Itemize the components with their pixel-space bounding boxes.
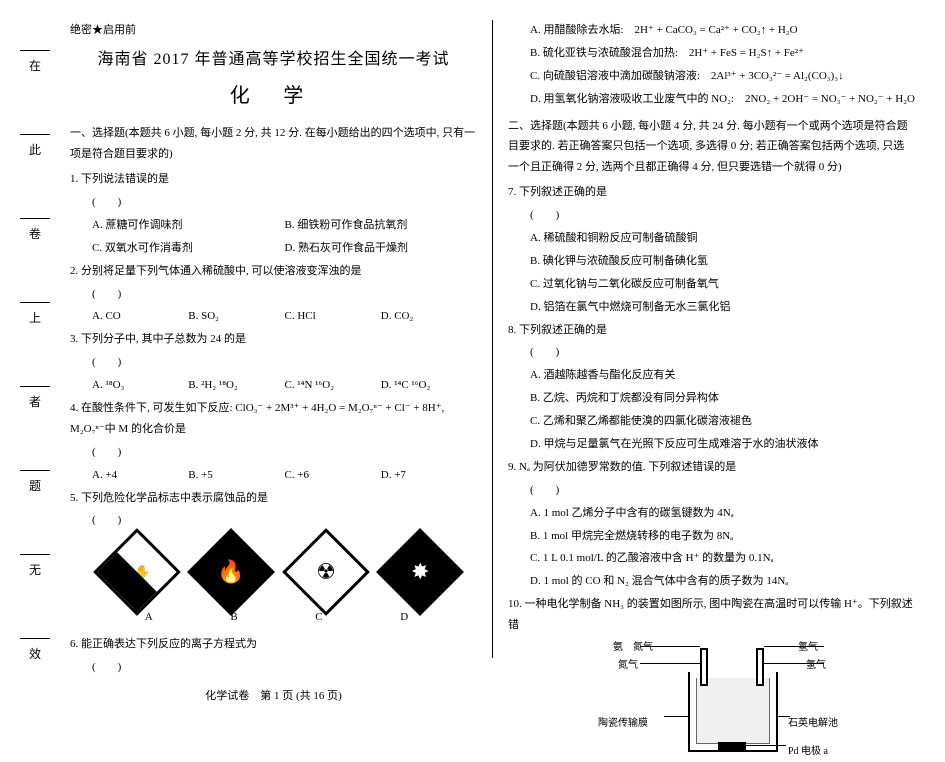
option: C. 1 L 0.1 mol/L 的乙酸溶液中含 H⁺ 的数量为 0.1Nₐ: [508, 548, 915, 569]
option: D. 甲烷与足量氯气在光照下反应可生成难溶于水的油状液体: [508, 434, 915, 455]
binding-char: 在: [29, 57, 41, 74]
option: B. 硫化亚铁与浓硫酸混合加热: 2H⁺ + FeS = H₂S↑ + Fe²⁺: [508, 43, 915, 64]
binding-char: 此: [29, 141, 41, 158]
option: D. CO₂: [381, 306, 477, 327]
diagram-label: 氮气: [618, 656, 638, 675]
answer-blank: ( ): [70, 352, 477, 373]
answer-blank: ( ): [508, 205, 915, 226]
question: 9. Nₐ 为阿伏加德罗常数的值. 下列叙述错误的是: [508, 457, 915, 478]
question: 7. 下列叙述正确的是: [508, 182, 915, 203]
options-row: A. 蔗糖可作调味剂 B. 细铁粉可作食品抗氧剂: [70, 215, 477, 236]
diagram-label: Pd 电极 a: [788, 742, 828, 761]
option-label: D: [400, 607, 408, 628]
subject-title: 化 学: [70, 77, 477, 115]
options-row: A. CO B. SO₂ C. HCl D. CO₂: [70, 306, 477, 327]
hazard-icon-explosive: ✸: [376, 528, 464, 616]
option: C. 双氧水可作消毒剂: [92, 238, 285, 259]
option: B. SO₂: [188, 306, 284, 327]
binding-char: 效: [29, 645, 41, 662]
hazard-icon-radioactive: ☢: [282, 528, 370, 616]
exam-sheet: 在 此 卷 上 者 题 无 效 绝密★启用前 海南省 2017 年普通高等学校招…: [0, 0, 945, 668]
answer-blank: ( ): [70, 192, 477, 213]
option: C. ¹⁴N ¹⁶O₂: [285, 375, 381, 396]
page-right: A. 用醋酸除去水垢: 2H⁺ + CaCO₃ = Ca²⁺ + CO₂↑ + …: [492, 20, 930, 658]
option: C. +6: [285, 465, 381, 486]
answer-blank: ( ): [70, 510, 477, 531]
diagram-label: 氢气: [798, 638, 818, 657]
option: A. 酒越陈越香与酯化反应有关: [508, 365, 915, 386]
question: 8. 下列叙述正确的是: [508, 320, 915, 341]
question: 1. 下列说法错误的是: [70, 169, 477, 190]
option: A. ¹⁸O₃: [92, 375, 188, 396]
option: A. 蔗糖可作调味剂: [92, 215, 285, 236]
option: B. 1 mol 甲烷完全燃烧转移的电子数为 8Nₐ: [508, 526, 915, 547]
option: D. 熟石灰可作食品干燥剂: [285, 238, 478, 259]
binding-char: 者: [29, 393, 41, 410]
option: B. 乙烷、丙烷和丁烷都没有同分异构体: [508, 388, 915, 409]
option: D. 铝箔在氯气中燃烧可制备无水三氯化铝: [508, 297, 915, 318]
page-left: 绝密★启用前 海南省 2017 年普通高等学校招生全国统一考试 化 学 一、选择…: [55, 20, 492, 658]
options-row: A. +4 B. +5 C. +6 D. +7: [70, 465, 477, 486]
diagram-label: 陶瓷传输膜: [598, 714, 648, 733]
option: D. 1 mol 的 CO 和 N₂ 混合气体中含有的质子数为 14Nₐ: [508, 571, 915, 592]
binding-char: 上: [29, 309, 41, 326]
question: 10. 一种电化学制备 NH₃ 的装置如图所示, 图中陶瓷在高温时可以传输 H⁺…: [508, 594, 915, 636]
binding-char: 无: [29, 561, 41, 578]
question: 5. 下列危险化学品标志中表示腐蚀品的是: [70, 488, 477, 509]
option: D. 用氢氧化钠溶液吸收工业废气中的 NO₂: 2NO₂ + 2OH⁻ = NO…: [508, 89, 915, 110]
hazard-icons-row: ⚗✋ 🔥 ☢ ✸: [70, 533, 477, 605]
question: 2. 分别将足量下列气体通入稀硫酸中, 可以使溶液变浑浊的是: [70, 261, 477, 282]
binding-margin: 在 此 卷 上 者 题 无 效: [15, 20, 55, 658]
question: 6. 能正确表达下列反应的离子方程式为: [70, 634, 477, 655]
secrecy-label: 绝密★启用前: [70, 20, 477, 41]
option: A. 稀硫酸和铜粉反应可制备硫酸铜: [508, 228, 915, 249]
option: C. 过氧化钠与二氧化碳反应可制备氧气: [508, 274, 915, 295]
page-footer: 化学试卷 第 1 页 (共 16 页): [70, 686, 477, 707]
answer-blank: ( ): [508, 342, 915, 363]
option: C. 乙烯和聚乙烯都能使溴的四氯化碳溶液褪色: [508, 411, 915, 432]
option: B. ²H₂ ¹⁸O₂: [188, 375, 284, 396]
option: B. 细铁粉可作食品抗氧剂: [285, 215, 478, 236]
binding-char: 卷: [29, 225, 41, 242]
options-row: A. ¹⁸O₃ B. ²H₂ ¹⁸O₂ C. ¹⁴N ¹⁶O₂ D. ¹⁴C ¹…: [70, 375, 477, 396]
exam-title: 海南省 2017 年普通高等学校招生全国统一考试: [70, 45, 477, 75]
option-label: A: [145, 607, 153, 628]
option: D. ¹⁴C ¹⁶O₂: [381, 375, 477, 396]
answer-blank: ( ): [70, 284, 477, 305]
option: A. 用醋酸除去水垢: 2H⁺ + CaCO₃ = Ca²⁺ + CO₂↑ + …: [508, 20, 915, 41]
binding-char: 题: [29, 477, 41, 494]
electrolysis-device-diagram: 氨 氮气 氢气 氮气 氢气 陶瓷传输膜 石英电解池 Pd 电极 a: [628, 642, 838, 762]
answer-blank: ( ): [70, 442, 477, 463]
option: B. +5: [188, 465, 284, 486]
option: D. +7: [381, 465, 477, 486]
section-heading: 二、选择题(本题共 6 小题, 每小题 4 分, 共 24 分. 每小题有一个或…: [508, 116, 915, 179]
option: A. CO: [92, 306, 188, 327]
hazard-icon-corrosive: ⚗✋: [93, 528, 181, 616]
option: C. 向硫酸铝溶液中滴加碳酸钠溶液: 2Al³⁺ + 3CO₃²⁻ = Al₂(…: [508, 66, 915, 87]
diagram-label: 氨 氮气: [613, 638, 653, 657]
option: B. 碘化钾与浓硫酸反应可制备碘化氢: [508, 251, 915, 272]
options-row: C. 双氧水可作消毒剂 D. 熟石灰可作食品干燥剂: [70, 238, 477, 259]
question: 3. 下列分子中, 其中子总数为 24 的是: [70, 329, 477, 350]
answer-blank: ( ): [508, 480, 915, 501]
question: 4. 在酸性条件下, 可发生如下反应: ClO₃⁻ + 2M³⁺ + 4H₂O …: [70, 398, 477, 440]
diagram-label: 石英电解池: [788, 714, 838, 733]
hazard-icon-flammable: 🔥: [188, 528, 276, 616]
diagram-label: 氢气: [806, 656, 826, 675]
option: A. 1 mol 乙烯分子中含有的碳氢键数为 4Nₐ: [508, 503, 915, 524]
option: A. +4: [92, 465, 188, 486]
section-heading: 一、选择题(本题共 6 小题, 每小题 2 分, 共 12 分. 在每小题给出的…: [70, 123, 477, 165]
option: C. HCl: [285, 306, 381, 327]
